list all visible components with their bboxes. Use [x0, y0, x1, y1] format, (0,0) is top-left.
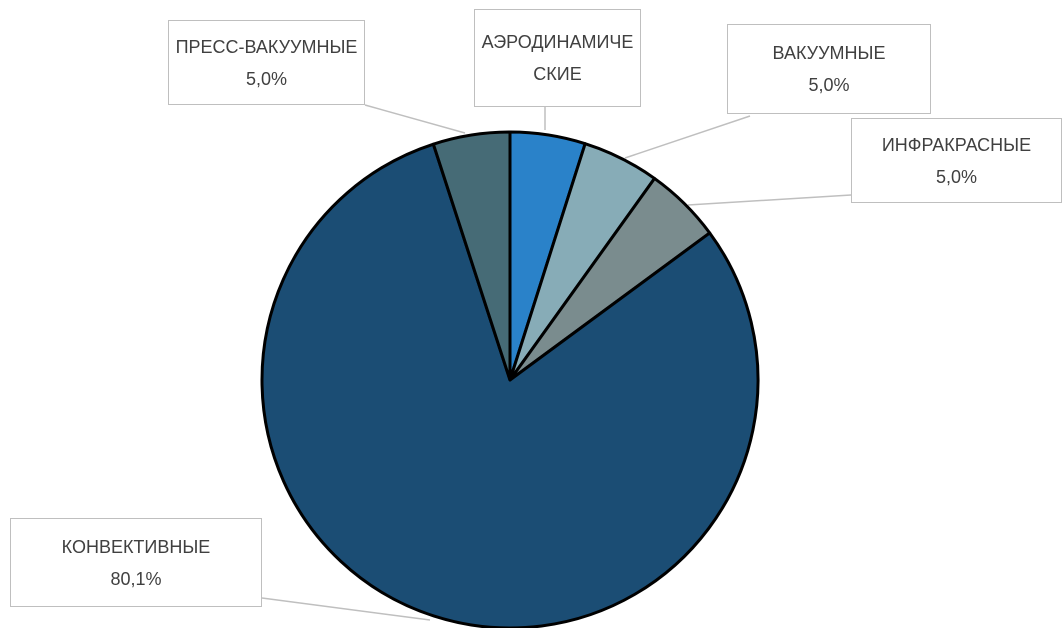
label-category: ВАКУУМНЫЕ [772, 43, 886, 63]
label-value: 5,0% [245, 68, 288, 89]
label-category: ПРЕСС-ВАКУУМНЫЕ [175, 36, 358, 57]
label-value: 5,0% [935, 166, 978, 187]
leader-line [687, 194, 852, 206]
leader-line [261, 597, 431, 621]
leader-line [624, 115, 751, 159]
data-label: АЭРОДИНАМИЧЕСКИЕ [474, 9, 641, 107]
label-value: 80,1% [110, 568, 162, 589]
label-category: КОНВЕКТИВНЫЕ [61, 536, 211, 557]
label-category: ИНФРАКРАСНЫЕ [881, 134, 1032, 155]
label-category: АЭРОДИНАМИЧЕСКИЕ [481, 32, 634, 84]
leader-line [364, 104, 466, 134]
data-label: ПРЕСС-ВАКУУМНЫЕ 5,0% [168, 20, 365, 105]
label-value: 5,0% [808, 75, 850, 95]
data-label: КОНВЕКТИВНЫЕ 80,1% [10, 518, 262, 607]
pie-slice [260, 142, 760, 628]
data-label: ВАКУУМНЫЕ 5,0% [727, 24, 931, 114]
pie-slice [431, 130, 512, 382]
data-label: ИНФРАКРАСНЫЕ 5,0% [851, 118, 1062, 203]
